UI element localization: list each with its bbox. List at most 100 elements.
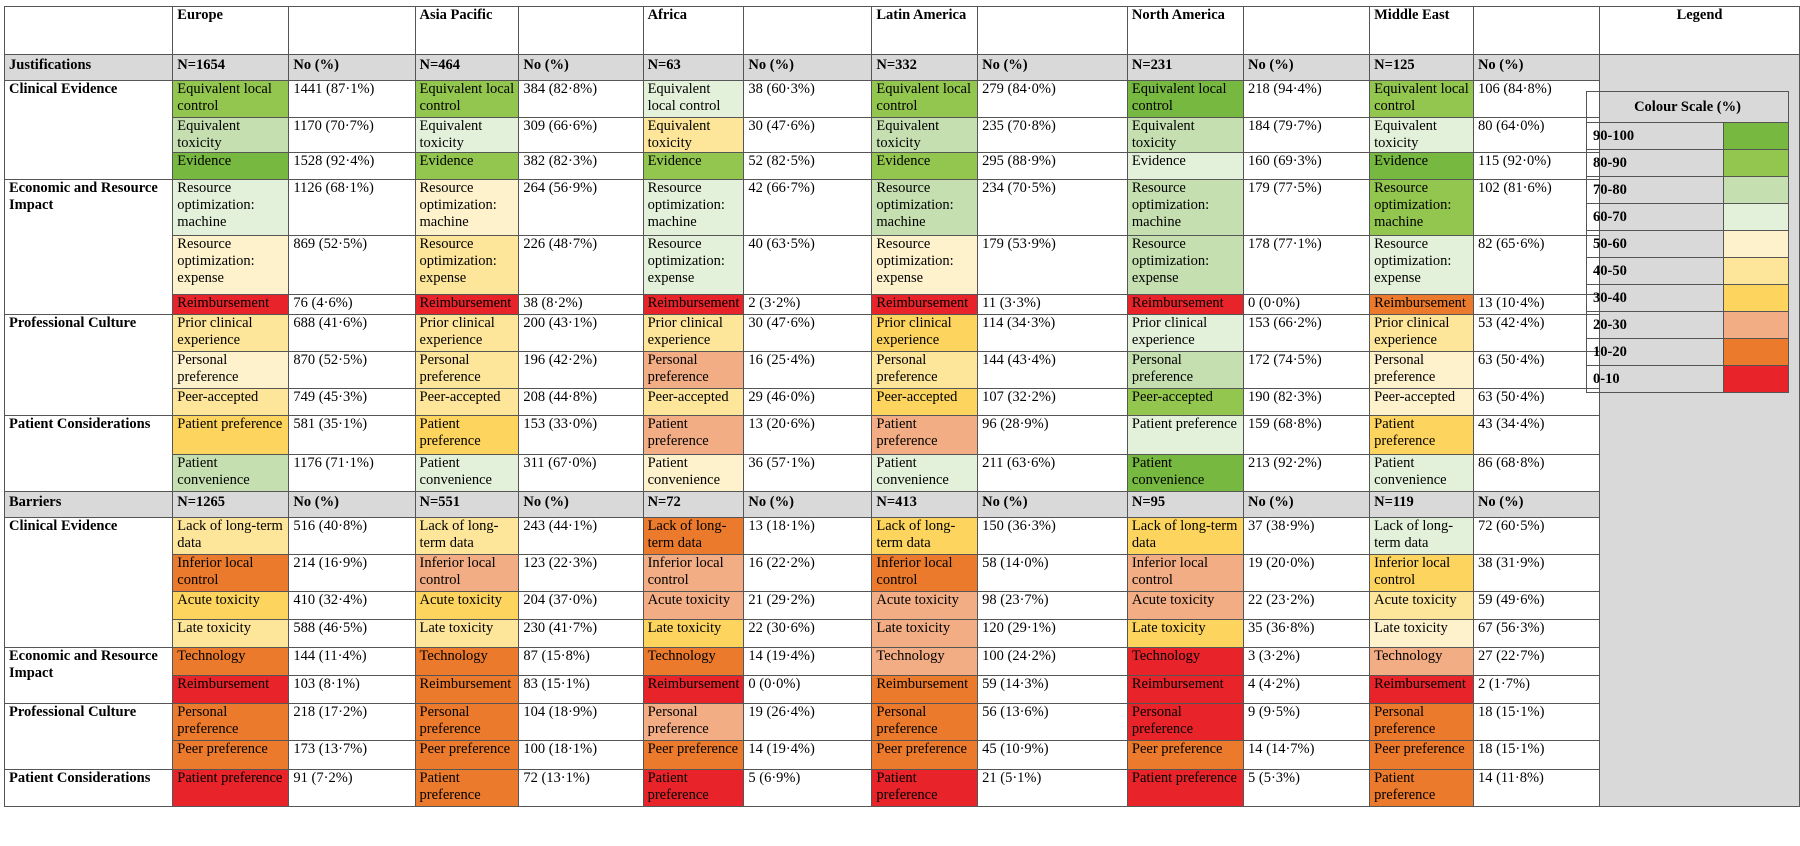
- legend-row: 40-50: [1586, 257, 1789, 285]
- category-label: Economic and Resource Impact: [3, 647, 174, 704]
- factor-cell: Reimbursement: [871, 294, 979, 315]
- legend-swatch: [1723, 176, 1789, 204]
- factor-cell: Reimbursement: [172, 294, 290, 315]
- count-percent-cell: 37 (38·9%): [1243, 517, 1371, 555]
- count-percent-cell: 144 (43·4%): [977, 351, 1128, 389]
- sample-size-europe: N=1654: [172, 54, 290, 81]
- factor-cell: Resource optimization: machine: [172, 179, 290, 236]
- count-percent-cell: 100 (18·1%): [518, 740, 644, 770]
- count-percent-cell: 160 (69·3%): [1243, 152, 1371, 180]
- table-row: Patient Considerations Patient preference…: [3, 415, 1800, 492]
- factor-cell: Prior clinical experience: [871, 314, 979, 352]
- factor-cell: Resource optimization: expense: [642, 235, 745, 295]
- count-percent-cell: 82 (65·6%): [1472, 235, 1601, 295]
- factor-cell: Resource optimization: expense: [172, 235, 290, 295]
- factor-cell: Late toxicity: [172, 619, 290, 648]
- count-percent-cell: 56 (13·6%): [977, 703, 1128, 741]
- count-percent-cell: 21 (5·1%): [977, 769, 1128, 807]
- no-pct-header: No (%): [743, 54, 873, 81]
- factor-cell: Patient convenience: [1369, 454, 1474, 492]
- factor-cell: Patient preference: [871, 415, 979, 455]
- factor-cell: Resource optimization: machine: [871, 179, 979, 236]
- factor-cell: Patient preference: [414, 769, 520, 807]
- count-percent-cell: 208 (44·8%): [518, 388, 644, 416]
- region-header-asia-pacific: Asia Pacific: [414, 6, 520, 55]
- factor-cell: Personal preference: [172, 351, 290, 389]
- legend-swatch: [1723, 284, 1789, 312]
- count-percent-cell: 107 (32·2%): [977, 388, 1128, 416]
- region-header-spacer: [288, 6, 416, 55]
- factor-cell: Patient convenience: [871, 454, 979, 492]
- factor-cell: Peer-accepted: [1369, 388, 1474, 416]
- factor-cell: Personal preference: [642, 703, 745, 741]
- factor-cell: Acute toxicity: [1369, 591, 1474, 620]
- factor-cell: Patient convenience: [414, 454, 520, 492]
- count-percent-cell: 211 (63·6%): [977, 454, 1128, 492]
- factor-cell: Late toxicity: [1369, 619, 1474, 648]
- legend-range-label: 10-20: [1586, 338, 1724, 366]
- table-row: Professional Culture Personal preference 2…: [3, 703, 1800, 770]
- count-percent-cell: 11 (3·3%): [977, 294, 1128, 315]
- factor-cell: Equivalent toxicity: [172, 117, 290, 153]
- count-percent-cell: 184 (79·7%): [1243, 117, 1371, 153]
- count-percent-cell: 1170 (70·7%): [288, 117, 416, 153]
- factor-cell: Inferior local control: [1126, 554, 1245, 592]
- no-pct-header: No (%): [518, 491, 644, 518]
- factor-cell: Technology: [172, 647, 290, 676]
- region-header-spacer: [1243, 6, 1371, 55]
- sample-size-africa: N=72: [642, 491, 745, 518]
- table-row: Reimbursement 103 (8·1%) Reimbursement 83 (…: [5, 675, 1800, 704]
- count-percent-cell: 104 (18·9%): [518, 703, 644, 741]
- count-percent-cell: 311 (67·0%): [518, 454, 644, 492]
- factor-cell: Patient preference: [1126, 415, 1245, 455]
- corner-cell: [3, 6, 174, 55]
- no-pct-header: No (%): [288, 491, 416, 518]
- no-pct-header: No (%): [977, 54, 1128, 81]
- factor-cell: Technology: [871, 647, 979, 676]
- no-pct-header: No (%): [1472, 491, 1601, 518]
- factor-cell: Peer preference: [1369, 740, 1474, 770]
- count-percent-cell: 1528 (92·4%): [288, 152, 416, 180]
- table-row: Professional Culture Prior clinical exper…: [3, 314, 1800, 416]
- count-percent-cell: 1441 (87·1%): [288, 80, 416, 118]
- table-row: Evidence 1528 (92·4%) Evidence 382 (82·3%) E…: [5, 152, 1800, 180]
- count-percent-cell: 83 (15·1%): [518, 675, 644, 704]
- factor-cell: Peer-accepted: [642, 388, 745, 416]
- factor-cell: Patient preference: [1369, 769, 1474, 807]
- factor-cell: Lack of long-term data: [172, 517, 290, 555]
- factor-cell: Lack of long-term data: [1126, 517, 1245, 555]
- count-percent-cell: 178 (77·1%): [1243, 235, 1371, 295]
- count-percent-cell: 106 (84·8%): [1472, 80, 1601, 118]
- factor-cell: Patient preference: [172, 769, 290, 807]
- table-row: Clinical Evidence Equivalent local contro…: [3, 80, 1800, 180]
- factor-cell: Peer-accepted: [1126, 388, 1245, 416]
- factor-cell: Prior clinical experience: [642, 314, 745, 352]
- legend-range-label: 20-30: [1586, 311, 1724, 339]
- count-percent-cell: 80 (64·0%): [1472, 117, 1601, 153]
- legend-title: Legend: [1599, 6, 1800, 55]
- factor-cell: Inferior local control: [172, 554, 290, 592]
- factor-cell: Peer preference: [172, 740, 290, 770]
- factor-cell: Patient preference: [414, 415, 520, 455]
- legend-swatch: [1723, 311, 1789, 339]
- count-percent-cell: 2 (1·7%): [1472, 675, 1601, 704]
- count-percent-cell: 18 (15·1%): [1472, 703, 1601, 741]
- count-percent-cell: 1176 (71·1%): [288, 454, 416, 492]
- factor-cell: Reimbursement: [642, 294, 745, 315]
- count-percent-cell: 153 (66·2%): [1243, 314, 1371, 352]
- factor-cell: Patient preference: [642, 769, 745, 807]
- factor-cell: Patient preference: [1126, 769, 1245, 807]
- category-label: Professional Culture: [3, 314, 174, 416]
- factor-cell: Patient preference: [871, 769, 979, 807]
- region-header-africa: Africa: [642, 6, 745, 55]
- table-row: Personal preference 870 (52·5%) Personal p…: [5, 351, 1800, 389]
- region-header-europe: Europe: [172, 6, 290, 55]
- count-percent-cell: 1126 (68·1%): [288, 179, 416, 236]
- count-percent-cell: 179 (53·9%): [977, 235, 1128, 295]
- factor-cell: Reimbursement: [414, 294, 520, 315]
- count-percent-cell: 38 (31·9%): [1472, 554, 1601, 592]
- count-percent-cell: 153 (33·0%): [518, 415, 644, 455]
- factor-cell: Lack of long-term data: [414, 517, 520, 555]
- factor-cell: Acute toxicity: [642, 591, 745, 620]
- table-row: Clinical Evidence Lack of long-term data 5…: [3, 517, 1800, 648]
